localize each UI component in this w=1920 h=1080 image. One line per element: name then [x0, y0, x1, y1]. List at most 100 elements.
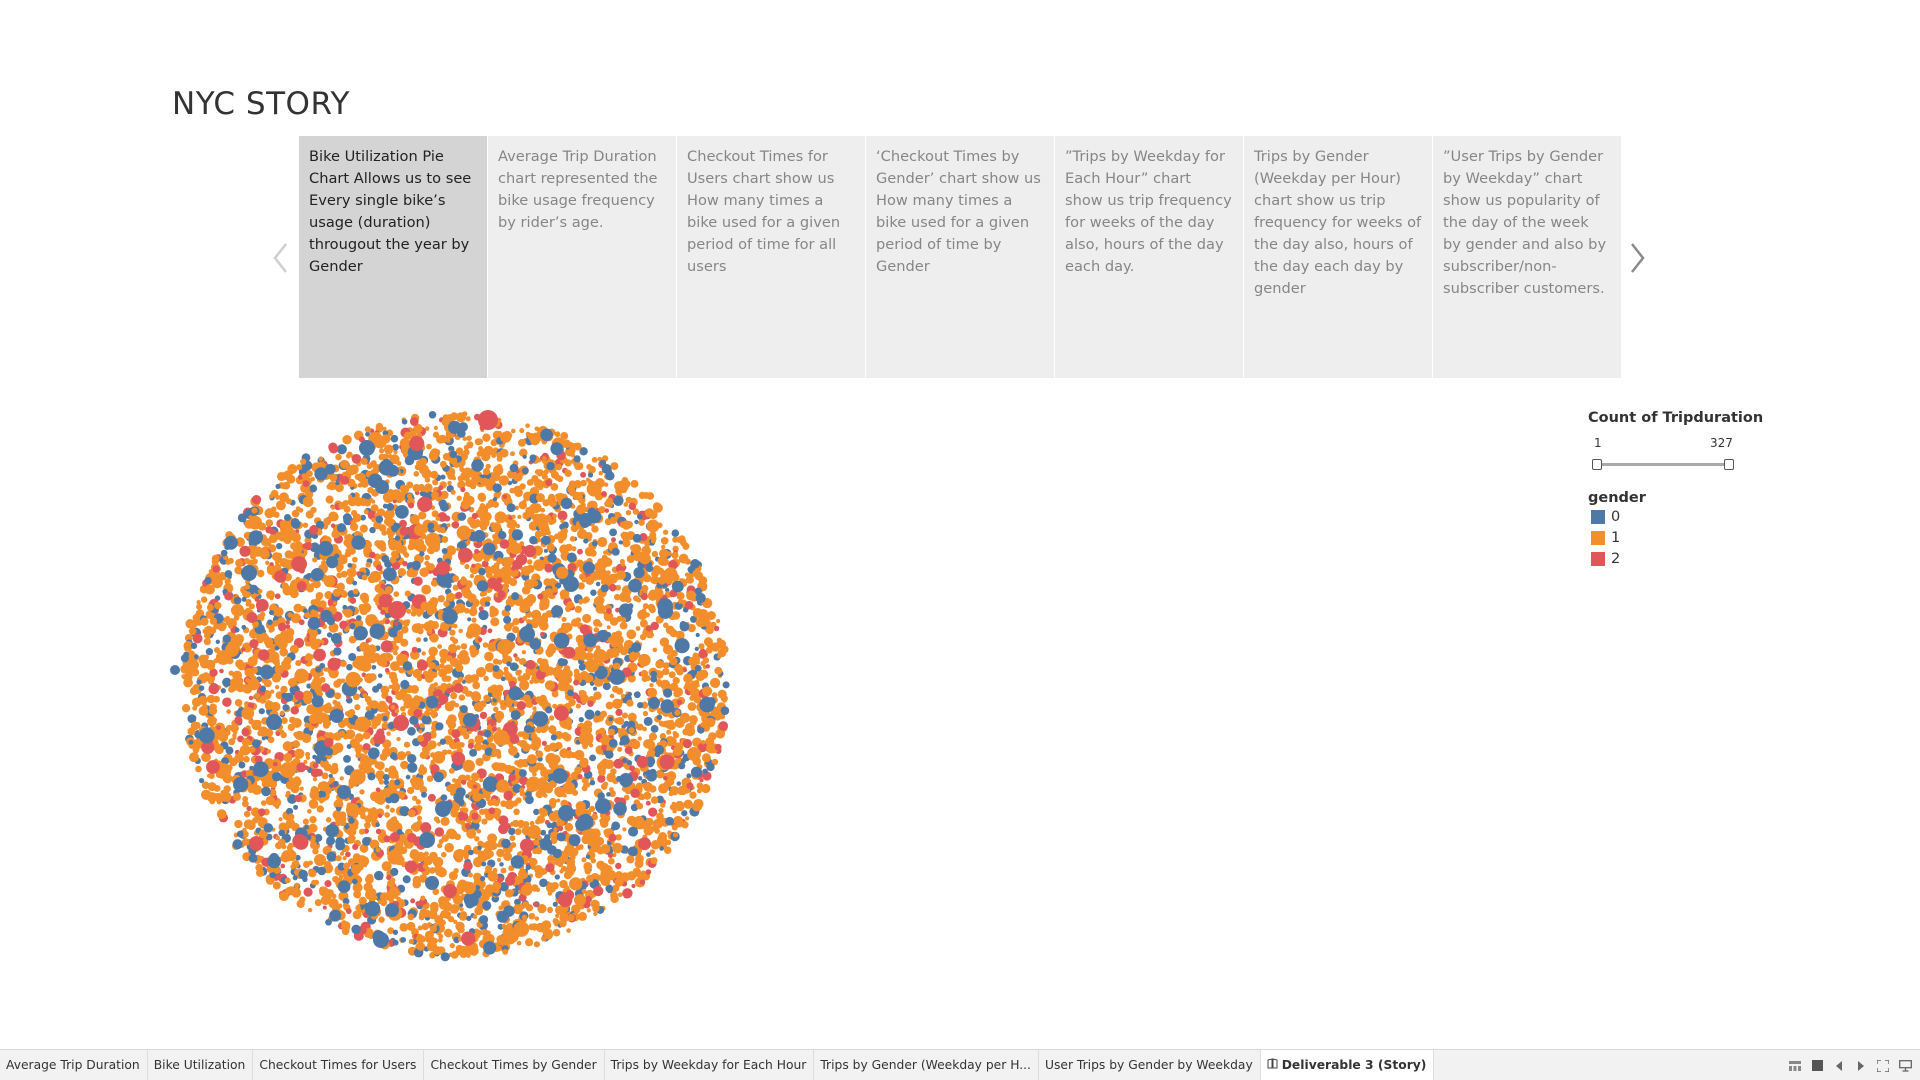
story-point-1[interactable]: Bike Utilization Pie Chart Allows us to … — [299, 136, 487, 378]
bike-bubble — [662, 644, 674, 655]
bike-bubble — [265, 699, 272, 706]
bike-bubble — [485, 571, 493, 579]
bike-bubble — [692, 720, 697, 726]
bike-bubble — [317, 866, 326, 876]
story-point-2[interactable]: Average Trip Duration chart represented … — [488, 136, 676, 378]
bike-bubble — [285, 793, 290, 798]
bike-bubble — [426, 628, 433, 635]
bike-bubble — [410, 610, 417, 617]
story-point-5[interactable]: ”Trips by Weekday for Each Hour” chart s… — [1055, 136, 1243, 378]
bike-bubble — [471, 692, 482, 702]
bike-bubble — [248, 745, 256, 753]
bike-bubble — [332, 588, 341, 597]
bike-bubble — [457, 811, 469, 822]
previous-story-point-button[interactable] — [266, 238, 296, 278]
bike-bubble — [722, 681, 730, 689]
bike-bubble — [345, 908, 352, 914]
bike-bubble — [492, 497, 498, 502]
bike-bubble — [612, 662, 621, 671]
bike-bubble — [522, 820, 530, 828]
bike-bubble — [271, 763, 281, 773]
bike-bubble — [497, 876, 504, 883]
bike-bubble — [397, 568, 407, 577]
bike-bubble — [358, 855, 363, 860]
bike-bubble — [574, 605, 582, 614]
bike-bubble — [282, 481, 291, 490]
story-point-7[interactable]: ”User Trips by Gender by Weekday” chart … — [1433, 136, 1621, 378]
bike-bubble — [424, 426, 430, 431]
bike-bubble — [480, 842, 487, 848]
next-story-point-button[interactable] — [1622, 238, 1652, 278]
bike-bubble — [272, 881, 281, 890]
bike-bubble — [542, 788, 548, 794]
bike-bubble — [265, 641, 273, 649]
bike-bubble — [257, 588, 263, 594]
bike-bubble — [563, 733, 572, 742]
bike-bubble — [426, 775, 434, 782]
bike-bubble — [416, 815, 423, 821]
bike-bubble — [229, 683, 238, 692]
bike-bubble — [473, 872, 482, 882]
bike-bubble — [375, 847, 381, 853]
bike-bubble — [695, 617, 706, 628]
bike-bubble — [249, 765, 254, 771]
bike-bubble — [449, 942, 455, 949]
bike-bubble — [448, 643, 458, 654]
bike-bubble — [290, 542, 298, 550]
bike-bubble — [510, 451, 515, 457]
bike-bubble — [248, 603, 255, 610]
bike-bubble — [224, 570, 233, 578]
bike-bubble — [720, 645, 729, 654]
bike-bubble — [653, 503, 663, 513]
bike-bubble — [224, 591, 233, 601]
bike-bubble — [478, 808, 486, 816]
bike-bubble — [382, 773, 390, 781]
story-point-4[interactable]: ‘Checkout Times by Gender’ chart show us… — [866, 136, 1054, 378]
bike-bubble — [308, 725, 315, 731]
bike-bubble — [290, 613, 302, 624]
bike-bubble — [328, 511, 339, 522]
bike-bubble — [496, 857, 502, 863]
bike-bubble — [552, 703, 558, 709]
bike-bubble — [380, 685, 390, 695]
bike-bubble — [702, 686, 713, 697]
story-title: NYC STORY — [172, 86, 350, 122]
bike-bubble — [397, 790, 406, 799]
bike-bubble — [522, 672, 531, 681]
bike-bubble — [562, 888, 568, 894]
bike-bubble — [685, 726, 696, 737]
bike-bubble — [416, 648, 422, 653]
bike-bubble — [284, 550, 293, 559]
bike-bubble — [496, 577, 503, 583]
bike-bubble — [653, 588, 664, 599]
bike-bubble — [346, 744, 352, 749]
bike-utilization-bubble-chart[interactable] — [170, 400, 740, 970]
bike-bubble — [437, 595, 445, 603]
bike-bubble — [193, 654, 199, 660]
story-point-6[interactable]: Trips by Gender (Weekday per Hour) chart… — [1244, 136, 1432, 378]
bike-bubble — [186, 681, 193, 687]
bike-bubble — [630, 479, 639, 488]
bike-bubble — [673, 758, 680, 765]
bike-bubble — [555, 463, 562, 471]
bike-bubble — [649, 785, 657, 793]
bike-bubble — [298, 619, 305, 626]
bike-bubble — [526, 479, 534, 486]
bike-bubble — [494, 710, 505, 721]
bike-bubble — [545, 530, 551, 536]
bike-bubble — [364, 821, 371, 829]
bike-bubble — [312, 777, 318, 782]
bike-bubble — [573, 480, 582, 489]
bike-bubble — [417, 925, 423, 931]
bike-bubble — [504, 889, 514, 898]
bike-bubble — [516, 759, 525, 767]
bike-bubble — [648, 746, 653, 751]
bike-bubble — [503, 615, 512, 624]
story-point-3[interactable]: Checkout Times for Users chart show us H… — [677, 136, 865, 378]
bike-bubble — [457, 925, 465, 934]
bike-bubble — [520, 602, 531, 613]
bike-bubble — [413, 471, 420, 477]
bike-bubble — [678, 762, 686, 770]
bike-bubble — [410, 898, 416, 904]
bike-bubble — [443, 600, 450, 607]
